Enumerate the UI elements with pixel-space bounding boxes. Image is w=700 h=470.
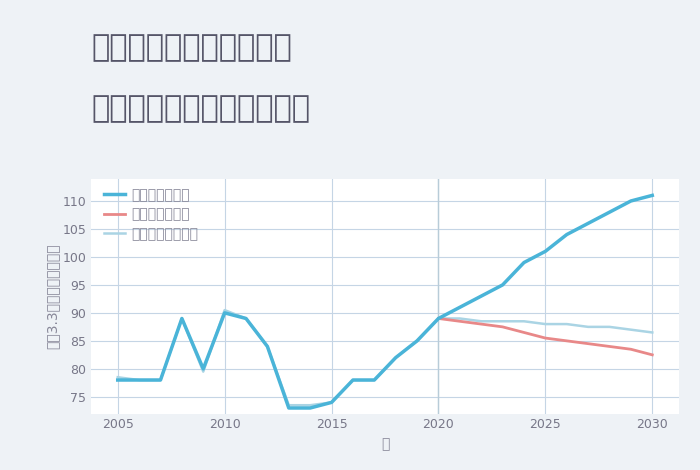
Text: 千葉県市原市辰巳台西の: 千葉県市原市辰巳台西の <box>91 33 292 62</box>
Y-axis label: 坪（3.3㎡）単価（万円）: 坪（3.3㎡）単価（万円） <box>46 243 60 349</box>
ノーマルシナリオ <box>370 377 379 383</box>
グッドシナリオ <box>285 405 293 411</box>
ノーマルシナリオ <box>199 369 207 375</box>
ノーマルシナリオ <box>113 375 122 380</box>
グッドシナリオ <box>541 249 550 254</box>
グッドシナリオ <box>434 316 442 321</box>
ノーマルシナリオ <box>156 377 164 383</box>
グッドシナリオ <box>413 338 421 344</box>
グッドシナリオ <box>606 209 614 215</box>
グッドシナリオ <box>563 232 571 237</box>
バッドシナリオ <box>477 321 485 327</box>
グッドシナリオ <box>135 377 143 383</box>
グッドシナリオ <box>370 377 379 383</box>
ノーマルシナリオ <box>584 324 592 329</box>
ノーマルシナリオ <box>263 344 272 349</box>
ノーマルシナリオ <box>178 316 186 321</box>
Line: バッドシナリオ: バッドシナリオ <box>438 319 652 355</box>
グッドシナリオ <box>328 400 336 405</box>
グッドシナリオ <box>477 293 485 299</box>
グッドシナリオ <box>520 260 528 266</box>
ノーマルシナリオ <box>413 338 421 344</box>
グッドシナリオ <box>220 310 229 316</box>
グッドシナリオ <box>498 282 507 288</box>
ノーマルシナリオ <box>477 319 485 324</box>
バッドシナリオ <box>626 346 635 352</box>
ノーマルシナリオ <box>391 355 400 360</box>
ノーマルシナリオ <box>563 321 571 327</box>
ノーマルシナリオ <box>328 400 336 405</box>
バッドシナリオ <box>606 344 614 349</box>
ノーマルシナリオ <box>306 402 314 408</box>
グッドシナリオ <box>391 355 400 360</box>
ノーマルシナリオ <box>220 307 229 313</box>
グッドシナリオ <box>626 198 635 204</box>
グッドシナリオ <box>263 344 272 349</box>
グッドシナリオ <box>241 316 250 321</box>
ノーマルシナリオ <box>434 316 442 321</box>
ノーマルシナリオ <box>541 321 550 327</box>
ノーマルシナリオ <box>606 324 614 329</box>
グッドシナリオ <box>199 366 207 372</box>
X-axis label: 年: 年 <box>381 437 389 451</box>
グッドシナリオ <box>156 377 164 383</box>
バッドシナリオ <box>520 329 528 335</box>
バッドシナリオ <box>456 319 464 324</box>
グッドシナリオ <box>349 377 357 383</box>
Line: ノーマルシナリオ: ノーマルシナリオ <box>118 310 652 405</box>
グッドシナリオ <box>113 377 122 383</box>
グッドシナリオ <box>648 193 657 198</box>
ノーマルシナリオ <box>626 327 635 332</box>
バッドシナリオ <box>648 352 657 358</box>
ノーマルシナリオ <box>498 319 507 324</box>
ノーマルシナリオ <box>241 316 250 321</box>
ノーマルシナリオ <box>520 319 528 324</box>
バッドシナリオ <box>584 341 592 346</box>
ノーマルシナリオ <box>456 316 464 321</box>
バッドシナリオ <box>434 316 442 321</box>
グッドシナリオ <box>456 305 464 310</box>
ノーマルシナリオ <box>135 377 143 383</box>
Legend: グッドシナリオ, バッドシナリオ, ノーマルシナリオ: グッドシナリオ, バッドシナリオ, ノーマルシナリオ <box>104 188 199 241</box>
グッドシナリオ <box>178 316 186 321</box>
Text: 中古マンションの価格推移: 中古マンションの価格推移 <box>91 94 310 123</box>
ノーマルシナリオ <box>349 377 357 383</box>
バッドシナリオ <box>541 335 550 341</box>
グッドシナリオ <box>306 405 314 411</box>
バッドシナリオ <box>563 338 571 344</box>
バッドシナリオ <box>498 324 507 329</box>
グッドシナリオ <box>584 220 592 226</box>
ノーマルシナリオ <box>648 329 657 335</box>
Line: グッドシナリオ: グッドシナリオ <box>118 196 652 408</box>
ノーマルシナリオ <box>285 402 293 408</box>
